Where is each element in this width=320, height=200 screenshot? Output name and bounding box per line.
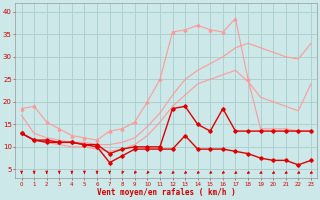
X-axis label: Vent moyen/en rafales ( km/h ): Vent moyen/en rafales ( km/h ) [97,188,236,197]
